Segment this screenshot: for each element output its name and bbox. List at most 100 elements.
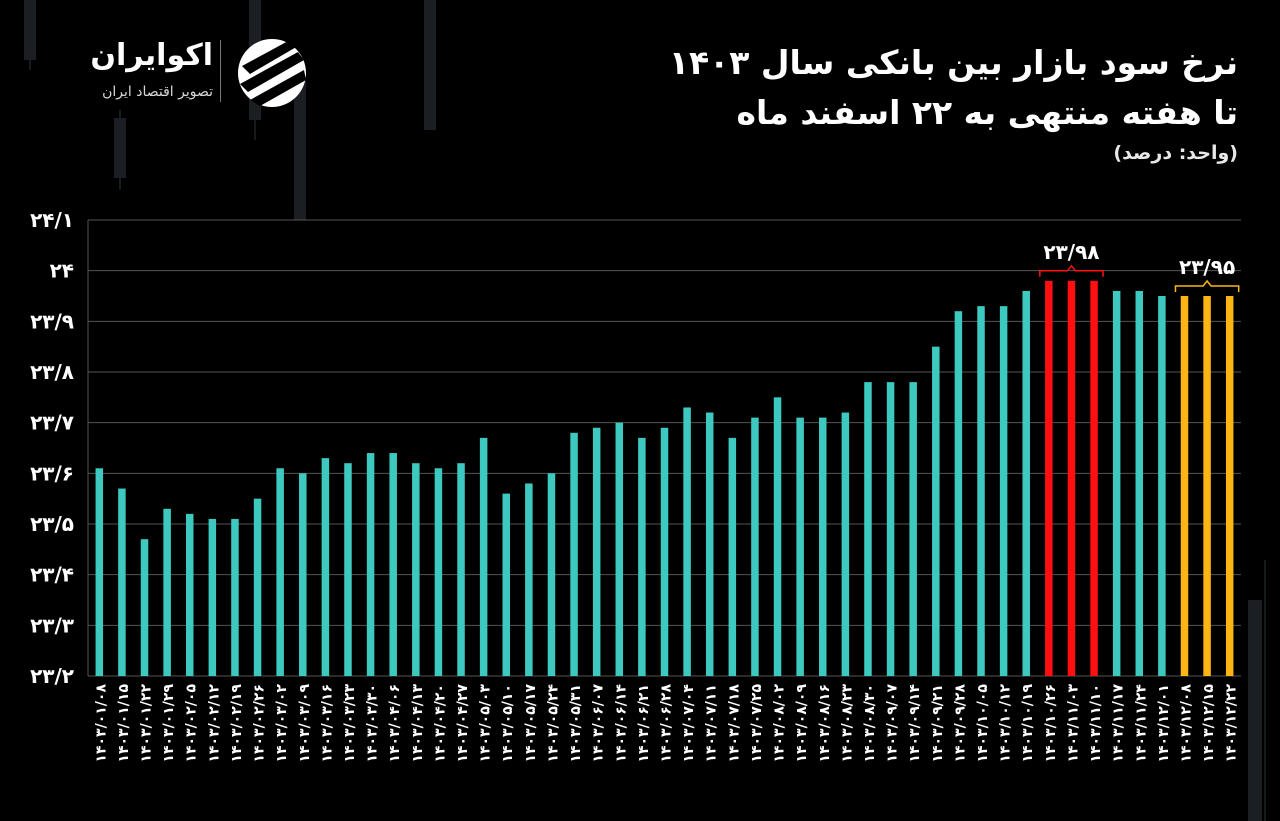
bar — [525, 483, 533, 676]
y-tick-label: ۲۳/۹ — [30, 309, 74, 333]
bar — [683, 407, 691, 676]
bar — [231, 518, 239, 676]
bar — [321, 458, 330, 676]
bar — [344, 463, 352, 676]
bar — [705, 412, 714, 676]
x-tick-label: ۱۴۰۳/۰۱/۲۲ — [139, 684, 155, 763]
bar — [886, 382, 895, 676]
x-tick-label: ۱۴۰۳/۱۰/۱۲ — [998, 684, 1014, 763]
highlight-bracket — [1174, 279, 1240, 292]
bar — [95, 468, 104, 676]
bar — [796, 417, 804, 676]
chart-title: نرخ سود بازار بین بانکی سال ۱۴۰۳ تا هفته… — [669, 38, 1238, 138]
bar — [276, 468, 284, 676]
x-tick-label: ۱۴۰۳/۰۵/۱۷ — [523, 684, 539, 763]
y-tick-label: ۲۳/۸ — [30, 360, 74, 384]
x-tick-label: ۱۴۰۳/۰۸/۳۰ — [862, 684, 878, 763]
x-tick-label: ۱۴۰۳/۰۹/۱۴ — [907, 684, 923, 763]
x-tick-label: ۱۴۰۳/۰۲/۲۶ — [252, 684, 268, 763]
bar — [163, 508, 171, 676]
x-tick-label: ۱۴۰۳/۰۷/۱۸ — [726, 684, 742, 763]
bar — [208, 518, 217, 676]
bar — [1158, 296, 1166, 676]
bar — [977, 306, 985, 676]
x-tick-label: ۱۴۰۳/۰۸/۱۶ — [817, 684, 833, 763]
bar — [366, 453, 375, 676]
x-tick-label: ۱۴۰۳/۰۶/۲۸ — [659, 684, 675, 763]
x-tick-label: ۱۴۰۳/۰۷/۱۱ — [704, 684, 720, 763]
x-tick-label: ۱۴۰۳/۰۵/۰۳ — [478, 684, 494, 763]
x-tick-label: ۱۴۰۳/۰۱/۲۹ — [161, 684, 177, 763]
bar — [434, 468, 443, 676]
bar — [570, 432, 578, 676]
bar — [479, 437, 488, 676]
bar — [1112, 290, 1121, 676]
x-tick-label: ۱۴۰۳/۰۵/۳۱ — [568, 684, 584, 763]
x-tick-label: ۱۴۰۳/۰۲/۱۲ — [206, 684, 222, 763]
x-tick-label: ۱۴۰۳/۱۰/۰۵ — [975, 684, 991, 763]
highlight-data-label: ۲۳/۹۸ — [1043, 240, 1099, 264]
x-tick-label: ۱۴۰۳/۱۱/۰۳ — [1065, 684, 1081, 763]
highlight-data-label: ۲۳/۹۵ — [1179, 255, 1235, 279]
bar — [1045, 280, 1053, 676]
bar — [909, 382, 917, 676]
bar — [1067, 280, 1076, 676]
x-tick-label: ۱۴۰۳/۰۶/۱۴ — [613, 684, 629, 763]
x-tick-label: ۱۴۰۳/۰۱/۱۵ — [116, 684, 132, 763]
x-tick-label: ۱۴۰۳/۱۱/۲۴ — [1133, 684, 1149, 763]
chart-title-line-1: نرخ سود بازار بین بانکی سال ۱۴۰۳ — [668, 43, 1238, 82]
bar — [1203, 296, 1211, 676]
x-tick-label: ۱۴۰۳/۱۲/۱۵ — [1201, 684, 1217, 763]
x-tick-label: ۱۴۰۳/۰۷/۲۵ — [749, 684, 765, 763]
bar — [1135, 290, 1144, 676]
x-tick-label: ۱۴۰۳/۰۱/۰۸ — [93, 684, 109, 763]
bar — [140, 539, 149, 676]
bar — [1090, 280, 1098, 676]
bar — [954, 311, 963, 676]
bar — [638, 437, 646, 676]
bar — [999, 306, 1008, 676]
y-tick-label: ۲۳/۶ — [30, 461, 74, 485]
bar — [592, 427, 601, 676]
x-tick-label: ۱۴۰۳/۱۰/۲۶ — [1043, 684, 1059, 763]
chart-title-line-2: تا هفته منتهی به ۲۲ اسفند ماه — [736, 93, 1238, 132]
bar — [253, 498, 262, 676]
x-tick-label: ۱۴۰۳/۰۷/۰۴ — [681, 684, 697, 763]
y-tick-label: ۲۳/۲ — [30, 664, 74, 688]
bar — [457, 463, 465, 676]
x-tick-label: ۱۴۰۳/۰۴/۰۶ — [387, 684, 403, 763]
x-tick-label: ۱۴۰۳/۰۹/۰۷ — [885, 684, 901, 763]
x-tick-label: ۱۴۰۳/۰۹/۲۱ — [930, 684, 946, 763]
bar — [185, 513, 194, 676]
x-tick-label: ۱۴۰۳/۰۶/۲۱ — [636, 684, 652, 763]
x-tick-label: ۱۴۰۳/۱۲/۰۱ — [1156, 684, 1172, 763]
bar — [615, 422, 624, 676]
brand-logo: اکوایران تصویر اقتصاد ایران — [48, 36, 318, 111]
logo-divider — [220, 40, 221, 102]
x-tick-label: ۱۴۰۳/۰۸/۰۲ — [772, 684, 788, 763]
x-tick-label: ۱۴۰۳/۰۸/۲۳ — [839, 684, 855, 763]
bar — [819, 417, 827, 676]
x-tick-label: ۱۴۰۳/۰۵/۱۰ — [500, 684, 516, 763]
x-tick-label: ۱۴۰۳/۱۰/۱۹ — [1020, 684, 1036, 763]
brand-swirl-icon — [238, 39, 306, 107]
x-tick-label: ۱۴۰۳/۰۴/۲۰ — [432, 684, 448, 763]
x-tick-label: ۱۴۰۳/۱۱/۱۰ — [1088, 684, 1104, 763]
y-tick-label: ۲۴ — [50, 259, 74, 283]
y-tick-label: ۲۴/۱ — [30, 208, 74, 232]
brand-name: اکوایران — [90, 38, 213, 73]
x-tick-label: ۱۴۰۳/۰۳/۰۲ — [274, 684, 290, 763]
bar — [773, 397, 782, 676]
brand-tagline: تصویر اقتصاد ایران — [102, 84, 213, 100]
unit-label: (واحد: درصد) — [1113, 142, 1238, 164]
bar — [751, 417, 759, 676]
x-tick-label: ۱۴۰۳/۱۱/۱۷ — [1111, 684, 1127, 763]
highlight-bracket — [1039, 264, 1104, 277]
bar — [299, 473, 307, 676]
x-tick-label: ۱۴۰۳/۰۴/۱۳ — [410, 684, 426, 763]
x-tick-label: ۱۴۰۳/۰۹/۲۸ — [952, 684, 968, 763]
bar — [547, 473, 556, 676]
bar — [502, 493, 510, 676]
